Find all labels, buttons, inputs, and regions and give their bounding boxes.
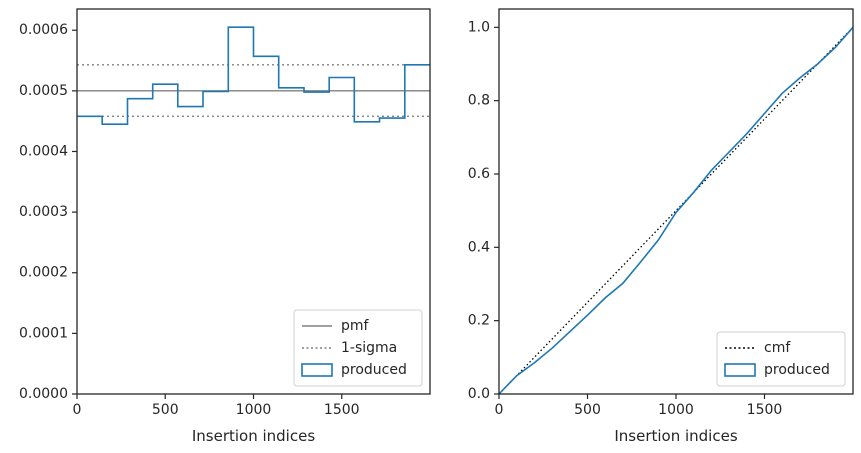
series-produced-line [498,26,854,395]
legend-produced-label: produced [341,362,407,378]
y-tick-label: 0.0002 [19,265,68,281]
y-tick-label: 1.0 [468,19,490,35]
legend-produced-label: produced [764,362,830,378]
series-produced-line [77,26,430,125]
series-cmf-line [498,26,854,395]
y-tick-label: 0.0005 [19,83,68,99]
y-tick-label: 0.0003 [19,204,68,220]
legend-box [716,331,846,387]
y-tick-label: 0.4 [468,239,490,255]
legend-pmf-label: pmf [341,318,370,334]
x-tick-label: 1500 [324,402,360,418]
legend: pmf 1-sigma produced [293,309,423,387]
x-axis-label: Insertion indices [192,427,315,445]
left-chart-panel: 0 500 1000 1500 0.0000 0.0001 0.0002 0.0003 0.00… [19,8,431,445]
legend-1-sigma-label: 1-sigma [341,340,397,356]
legend-produced-marker [724,363,756,377]
y-tick-label: 0.0006 [19,22,68,38]
legend-box [293,309,423,387]
x-tick-label: 1000 [658,402,694,418]
y-tick-label: 0.0004 [19,143,68,159]
y-tick-label: 0.6 [468,166,490,182]
y-tick-label: 0.0 [468,386,490,402]
x-tick-label: 0 [495,402,504,418]
x-tick-label: 500 [152,402,179,418]
legend-cmf-label: cmf [764,340,791,356]
x-tick-label: 500 [574,402,601,418]
right-chart-panel: 0 500 1000 1500 0.0 0.2 0.4 0.6 0.8 1.0 Insertion … [468,8,854,445]
x-tick-label: 0 [73,402,82,418]
y-tick-label: 0.0001 [19,325,68,341]
x-tick-label: 1500 [747,402,783,418]
x-axis-label: Insertion indices [614,427,737,445]
y-tick-label: 0.0000 [19,386,68,402]
x-tick-label: 1000 [236,402,272,418]
legend: cmf produced [716,331,846,387]
y-tick-label: 0.8 [468,93,490,109]
legend-produced-marker [301,363,333,377]
y-tick-label: 0.2 [468,313,490,329]
